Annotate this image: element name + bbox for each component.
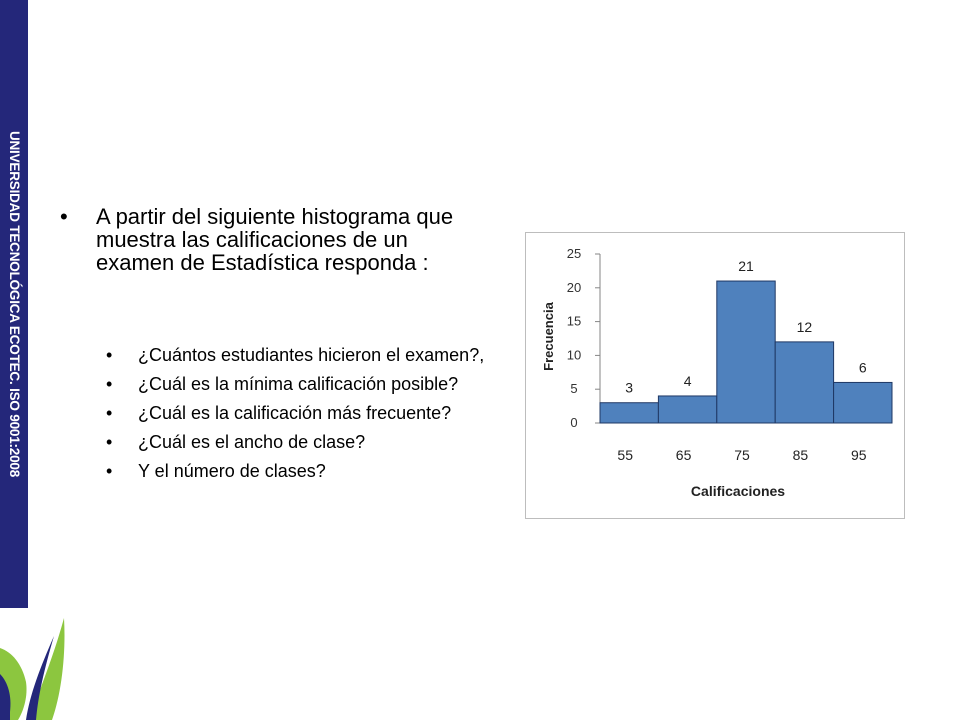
histogram-bar <box>716 280 776 424</box>
histogram-bar <box>599 402 659 424</box>
histogram-frame: 0 5 10 15 20 25 3 55 4 65 21 75 12 85 6 95 Calificacione… <box>525 232 905 519</box>
bar-data-label: 4 <box>684 373 692 389</box>
y-axis-title: Frecuencia <box>541 301 556 370</box>
question-item: ¿Cuál es la mínima calificación posible? <box>106 375 486 395</box>
y-tick-label: 25 <box>567 246 581 261</box>
histogram-bar <box>833 381 893 424</box>
histogram-chart: 0 5 10 15 20 25 3 55 4 65 21 75 12 85 6 95 Calificacione… <box>541 246 893 499</box>
bar-data-label: 6 <box>859 359 867 375</box>
bar-data-label: 21 <box>738 258 754 274</box>
question-item: ¿Cuál es la calificación más frecuente? <box>106 404 486 424</box>
x-tick-label: 75 <box>734 447 750 463</box>
intro-text: A partir del siguiente histograma que mu… <box>60 205 490 274</box>
bar-data-label: 3 <box>625 380 633 396</box>
x-tick-label: 65 <box>676 447 692 463</box>
y-tick-label: 20 <box>567 280 581 295</box>
x-tick-label: 95 <box>851 447 867 463</box>
y-tick-label: 15 <box>567 314 581 329</box>
histogram-bar <box>774 341 835 424</box>
x-axis-title: Calificaciones <box>691 483 785 499</box>
question-item: ¿Cuántos estudiantes hicieron el examen?… <box>106 346 486 366</box>
question-list: ¿Cuántos estudiantes hicieron el examen?… <box>106 346 486 491</box>
sidebar-band: UNIVERSIDAD TECNOLÓGICA ECOTEC. ISO 9001… <box>0 0 28 608</box>
bar-data-label: 12 <box>797 319 813 335</box>
intro-bullet: A partir del siguiente histograma que mu… <box>60 205 490 274</box>
y-tick-label: 0 <box>570 415 577 430</box>
histogram-bar <box>657 395 718 424</box>
x-tick-label: 55 <box>617 447 633 463</box>
x-tick-label: 85 <box>793 447 809 463</box>
university-name: UNIVERSIDAD TECNOLÓGICA ECOTEC. ISO 9001… <box>7 130 22 478</box>
y-tick-label: 10 <box>567 347 581 362</box>
question-item: ¿Cuál es el ancho de clase? <box>106 433 486 453</box>
y-tick-label: 5 <box>570 381 577 396</box>
question-item: Y el número de clases? <box>106 462 486 482</box>
leaf-logo-icon <box>0 618 65 720</box>
